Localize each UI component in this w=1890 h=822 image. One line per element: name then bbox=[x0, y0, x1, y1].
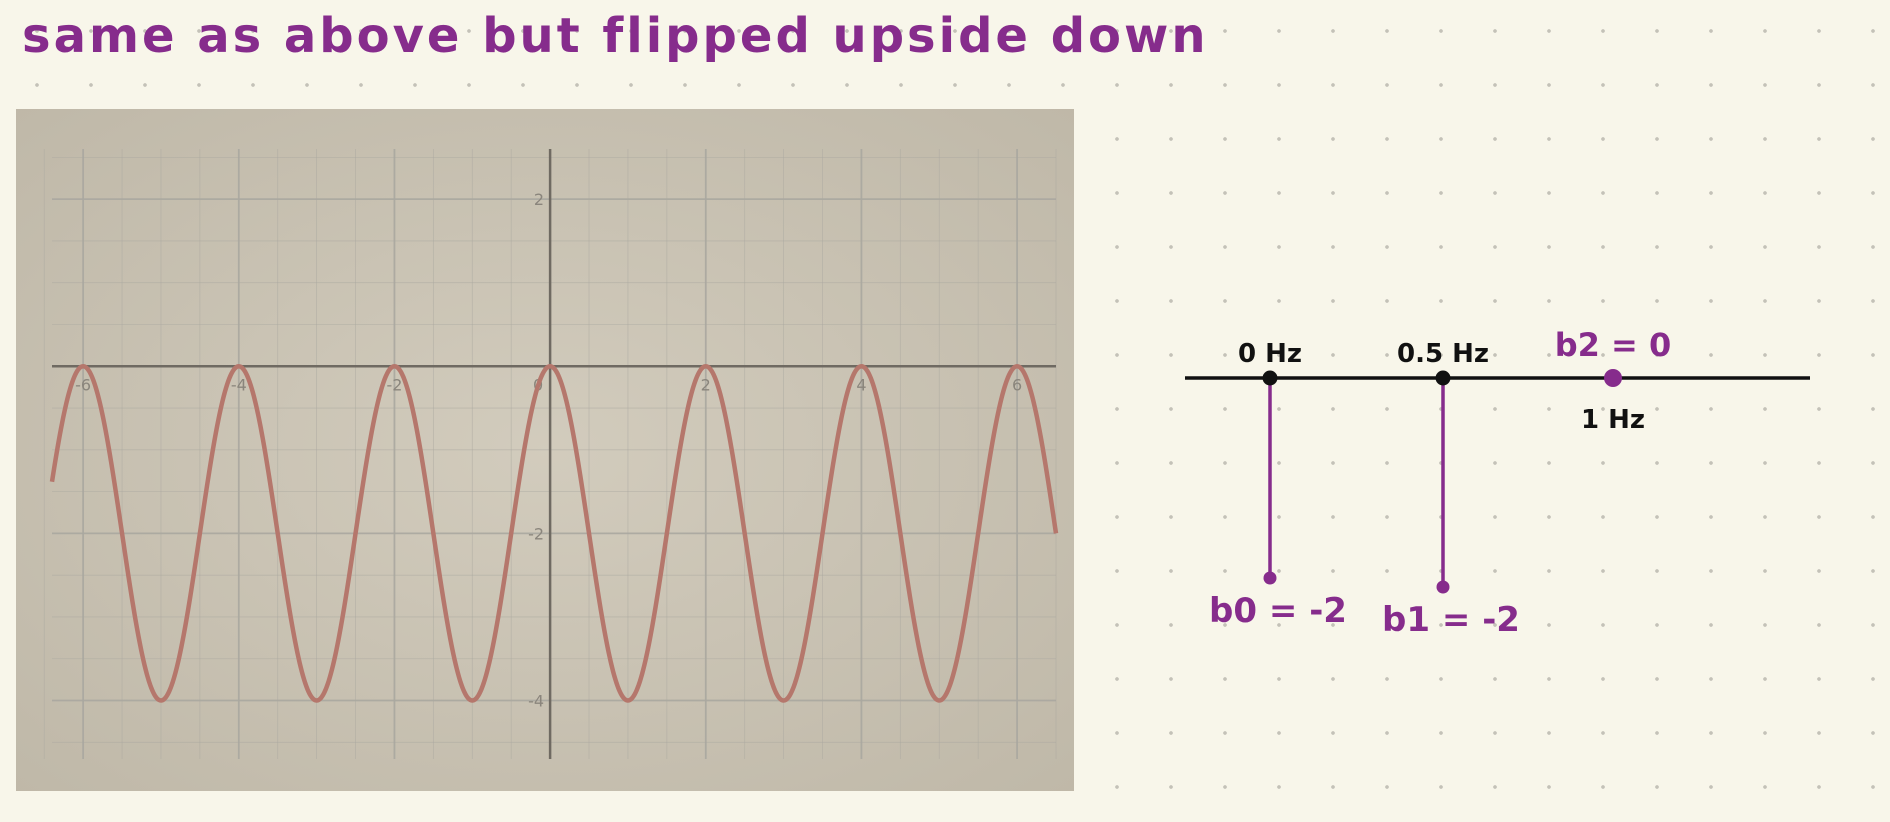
y-tick-label: -2 bbox=[528, 524, 544, 543]
coefficient-label: b1 = -2 bbox=[1382, 600, 1520, 640]
x-tick-label: -4 bbox=[231, 375, 247, 394]
cosine-curve bbox=[49, 363, 1059, 703]
coefficient-label: b0 = -2 bbox=[1209, 591, 1347, 631]
graph-photo: -6 -4 -2 0 2 4 6 2 -2 -4 bbox=[16, 109, 1074, 791]
cosine-plot: -6 -4 -2 0 2 4 6 2-2-4 bbox=[16, 109, 1074, 791]
frequency-label: 1 Hz bbox=[1581, 405, 1645, 435]
stem-endpoint bbox=[1263, 571, 1277, 585]
frequency-point bbox=[1604, 369, 1622, 387]
y-tick-labels: 2 -2 -4 bbox=[528, 190, 544, 710]
y-tick-label: -4 bbox=[528, 692, 544, 711]
stem-endpoint bbox=[1436, 580, 1450, 594]
x-tick-label: -2 bbox=[386, 375, 402, 394]
y-tick-label: 2 bbox=[534, 190, 544, 209]
x-tick-label: -6 bbox=[75, 375, 91, 394]
coefficient-label: b2 = 0 bbox=[1555, 326, 1672, 364]
x-tick-label: 2 bbox=[701, 375, 711, 394]
frequency-label: 0.5 Hz bbox=[1397, 339, 1489, 369]
frequency-spectrum: b0 = -2 0 Hz b1 = -2 0.5 Hz b2 = 0 1 Hz bbox=[1185, 326, 1810, 640]
frequency-label: 0 Hz bbox=[1238, 339, 1302, 369]
x-tick-label: 6 bbox=[1012, 375, 1022, 394]
spectrum-stems: b0 = -2 0 Hz b1 = -2 0.5 Hz b2 = 0 1 Hz bbox=[1209, 326, 1671, 640]
frequency-point bbox=[1435, 370, 1451, 386]
frequency-point bbox=[1262, 370, 1278, 386]
handwritten-note: same as above but flipped upside down bbox=[22, 8, 1209, 64]
x-tick-label: 4 bbox=[856, 375, 866, 394]
